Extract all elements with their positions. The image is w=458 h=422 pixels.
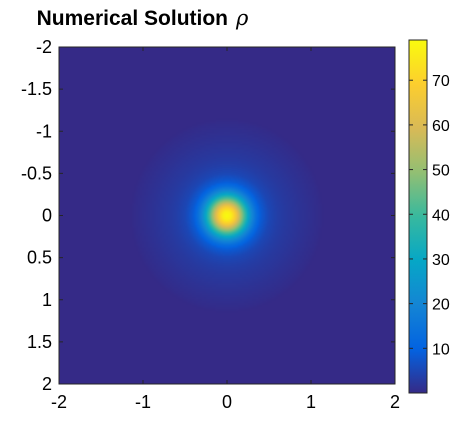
x-tick-label: -1	[135, 392, 151, 412]
y-tick-label: -0.5	[21, 163, 52, 183]
x-axis: -2 -1 0 1 2	[51, 47, 400, 412]
colorbar-ticks: 10 20 30 40 50 60 70	[409, 73, 450, 358]
x-tick-label: -2	[51, 392, 67, 412]
x-tick-label: 0	[222, 392, 232, 412]
y-tick-label: -2	[36, 37, 52, 57]
y-tick-label: -1	[36, 121, 52, 141]
colorbar-tick-label: 60	[432, 118, 450, 135]
heatmap-field	[59, 47, 395, 384]
plot-area	[58, 46, 396, 385]
colorbar-tick-label: 20	[432, 297, 450, 314]
y-tick-label: 0	[42, 206, 52, 226]
chart-title-symbol: ρ	[235, 6, 249, 30]
y-tick-label: 0.5	[27, 248, 52, 268]
y-tick-label: 1	[42, 290, 52, 310]
y-tick-label: 1.5	[27, 332, 52, 352]
colorbar-tick-label: 30	[432, 252, 450, 269]
y-tick-label: -1.5	[21, 79, 52, 99]
x-tick-label: 2	[390, 392, 400, 412]
chart-title: Numerical Solution	[37, 7, 228, 30]
colorbar-tick-label: 40	[432, 207, 450, 224]
colorbar-tick-label: 70	[432, 73, 450, 90]
x-tick-label: 1	[306, 392, 316, 412]
colorbar-tick-label: 10	[432, 341, 450, 358]
y-axis: -2 -1.5 -1 -0.5 0 0.5 1 1.5 2	[21, 37, 395, 394]
y-tick-label: 2	[42, 374, 52, 394]
colorbar: 10 20 30 40 50 60 70	[408, 39, 450, 394]
colorbar-gradient	[408, 39, 428, 394]
colorbar-tick-label: 50	[432, 163, 450, 180]
